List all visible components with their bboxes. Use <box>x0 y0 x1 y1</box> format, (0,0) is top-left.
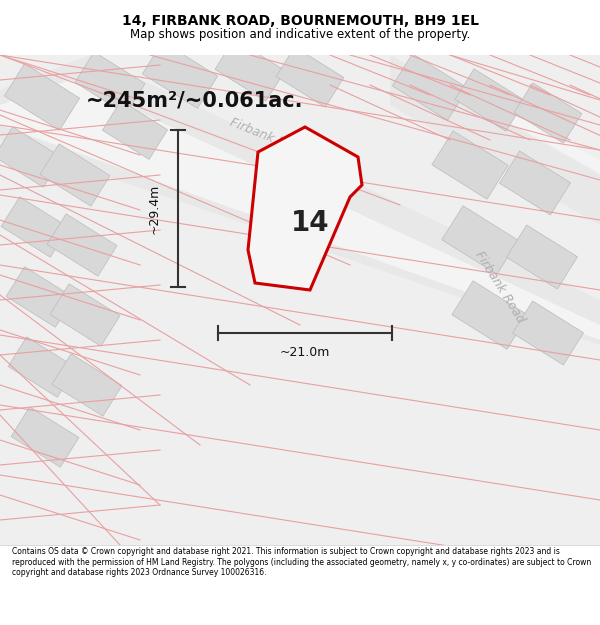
Polygon shape <box>514 82 582 143</box>
Text: Firbank Road: Firbank Road <box>227 116 308 158</box>
Text: ~21.0m: ~21.0m <box>280 346 330 359</box>
Polygon shape <box>4 64 80 131</box>
Text: 14, FIRBANK ROAD, BOURNEMOUTH, BH9 1EL: 14, FIRBANK ROAD, BOURNEMOUTH, BH9 1EL <box>121 14 479 28</box>
Polygon shape <box>11 407 79 468</box>
Polygon shape <box>6 267 74 328</box>
Polygon shape <box>410 55 600 173</box>
Polygon shape <box>506 225 578 289</box>
Text: Contains OS data © Crown copyright and database right 2021. This information is : Contains OS data © Crown copyright and d… <box>12 548 591 578</box>
Polygon shape <box>52 354 122 416</box>
Polygon shape <box>455 69 525 131</box>
Polygon shape <box>142 42 218 108</box>
Polygon shape <box>392 54 467 121</box>
Text: ~29.4m: ~29.4m <box>148 183 161 234</box>
Polygon shape <box>0 127 62 188</box>
Polygon shape <box>0 80 600 340</box>
Polygon shape <box>276 47 344 108</box>
Text: Map shows position and indicative extent of the property.: Map shows position and indicative extent… <box>130 28 470 41</box>
Polygon shape <box>215 39 285 101</box>
Text: Firbank Road: Firbank Road <box>473 249 527 326</box>
Polygon shape <box>452 281 528 349</box>
Polygon shape <box>8 337 76 398</box>
Polygon shape <box>432 131 508 199</box>
Polygon shape <box>248 127 362 290</box>
Polygon shape <box>512 301 584 365</box>
Polygon shape <box>75 52 145 114</box>
Polygon shape <box>499 151 571 215</box>
Text: 14: 14 <box>290 209 329 237</box>
Polygon shape <box>442 206 518 274</box>
Polygon shape <box>1 197 69 258</box>
Text: ~245m²/~0.061ac.: ~245m²/~0.061ac. <box>86 90 304 110</box>
Polygon shape <box>390 55 600 225</box>
Polygon shape <box>0 55 600 345</box>
Polygon shape <box>103 101 167 159</box>
Polygon shape <box>50 284 120 346</box>
Polygon shape <box>40 144 110 206</box>
Polygon shape <box>47 214 117 276</box>
